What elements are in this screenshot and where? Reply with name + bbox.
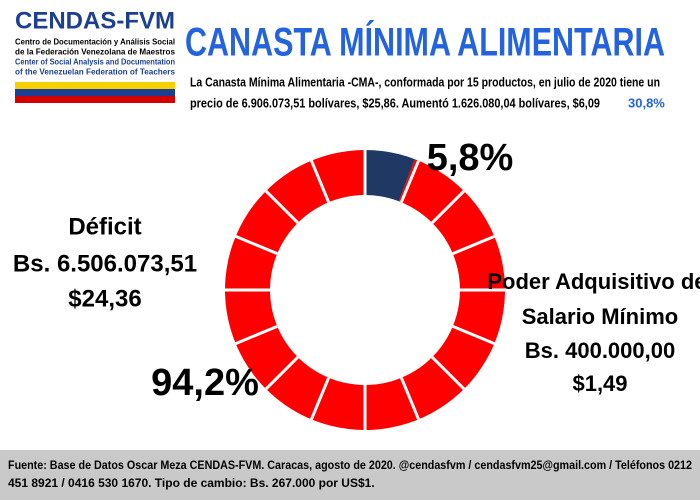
segment-divider (399, 377, 420, 420)
org-line: of the Venezuelan Federation of Teachers (15, 66, 175, 76)
footer-text: 451 8921 / 0416 530 1670. Tipo de cambio… (8, 476, 375, 490)
org-name: CENDAS-FVM (15, 7, 175, 34)
subtitle-highlight: 30,8% (628, 95, 665, 110)
footer-text: Fuente: Base de Datos Oscar Meza CENDAS-… (8, 458, 692, 472)
segment-divider (264, 356, 299, 391)
org-line: Center of Social Analysis and Documentat… (15, 56, 175, 66)
org-line: de la Federación Venezolana de Maestros (15, 46, 175, 56)
slice-label: Bs. 6.506.073,51 (13, 250, 197, 277)
segment-divider (452, 324, 495, 345)
segment-divider (431, 356, 466, 391)
segment-divider (235, 324, 278, 345)
subtitle: La Canasta Mínima Alimentaria -CMA-, con… (190, 74, 660, 89)
segment-divider (431, 189, 466, 224)
segment-divider (399, 160, 420, 203)
subtitle: precio de 6.906.073,51 bolívares, $25,86… (190, 95, 600, 110)
slice-label: $24,36 (68, 285, 141, 312)
donut-slice (365, 150, 415, 202)
logo-flag (15, 82, 175, 103)
segment-divider (452, 235, 495, 256)
segment-divider (310, 160, 331, 203)
slice-label: Poder Adquisitivo del (487, 269, 700, 294)
segment-divider (264, 189, 299, 224)
value-label: 94,2% (151, 362, 259, 404)
segment-divider (310, 377, 331, 420)
footer-band (0, 450, 700, 500)
value-label: 5,8% (427, 137, 514, 179)
segment-divider (235, 235, 278, 256)
slice-label: Déficit (68, 213, 141, 240)
slice-label: Bs. 400.000,00 (525, 338, 675, 363)
chart-title: CANASTA MÍNIMA ALIMENTARIA (185, 20, 665, 65)
org-line: Centro de Documentación y Análisis Socia… (15, 36, 175, 46)
slice-label: $1,49 (572, 371, 627, 396)
slice-label: Salario Mínimo (522, 304, 678, 329)
